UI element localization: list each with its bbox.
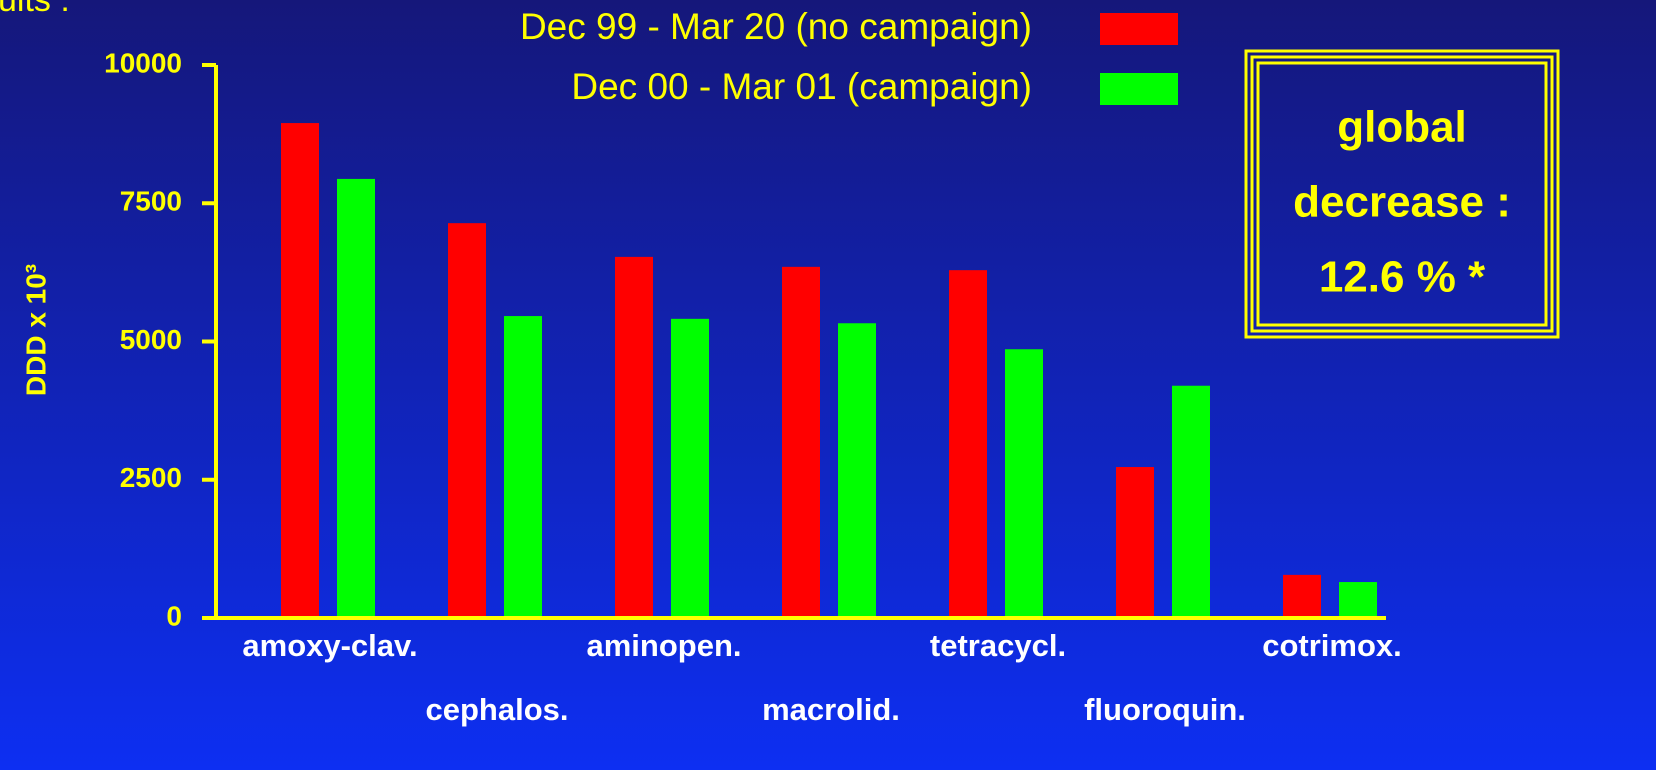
bar: [615, 256, 653, 618]
bar: [1339, 582, 1377, 618]
legend-swatch: [1100, 13, 1178, 45]
bar: [1283, 574, 1321, 618]
bar: [1172, 385, 1210, 618]
annotation-text: decrease :: [1293, 178, 1511, 227]
x-tick-label: tetracycl.: [930, 628, 1066, 663]
y-axis-label: DDD x 10³: [20, 264, 51, 396]
bar: [504, 316, 542, 618]
bar: [838, 323, 876, 618]
annotation-box: [1244, 49, 1560, 339]
box-border: [1256, 61, 1548, 327]
x-tick-label: cotrimox.: [1262, 628, 1402, 663]
bar: [1116, 467, 1154, 618]
x-tick-label: macrolid.: [762, 692, 900, 727]
legend-label: Dec 00 - Mar 01 (campaign): [571, 66, 1032, 107]
bar: [671, 318, 709, 618]
x-tick-label: aminopen.: [586, 628, 741, 663]
x-tick-label: amoxy-clav.: [242, 628, 417, 663]
box-border: [1250, 55, 1554, 333]
y-tick-label: 7500: [120, 186, 182, 217]
bar: [337, 178, 375, 618]
y-tick-label: 2500: [120, 462, 182, 493]
x-tick-label: cephalos.: [426, 692, 569, 727]
bar: [448, 223, 486, 618]
annotation-text: 12.6 % *: [1319, 253, 1486, 302]
heading: ults :: [0, 0, 70, 19]
bar: [949, 270, 987, 618]
annotation-text: global: [1337, 103, 1467, 152]
y-tick-label: 0: [166, 600, 182, 631]
bar: [281, 123, 319, 618]
legend-swatch: [1100, 73, 1178, 105]
legend-label: Dec 99 - Mar 20 (no campaign): [520, 6, 1032, 47]
bar: [782, 266, 820, 618]
box-border: [1244, 49, 1560, 339]
y-tick-label: 5000: [120, 324, 182, 355]
bar: [1005, 349, 1043, 618]
y-tick-label: 10000: [104, 47, 182, 78]
x-tick-label: fluoroquin.: [1084, 692, 1246, 727]
